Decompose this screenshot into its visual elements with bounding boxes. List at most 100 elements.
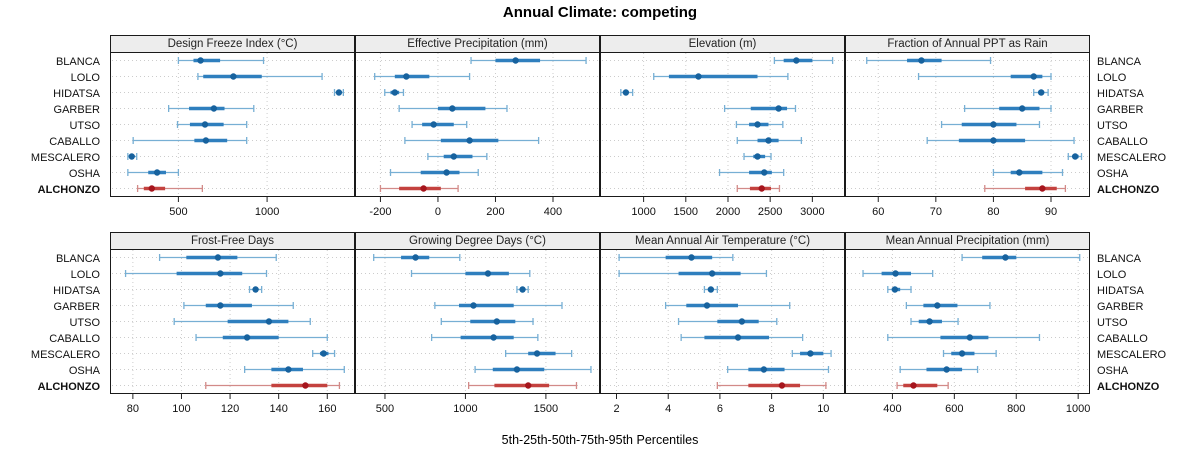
median-dot [302,382,309,389]
tick-label: 6 [717,403,723,415]
series-mescalero [791,350,832,357]
series-osha [127,169,180,176]
median-dot [754,153,761,160]
site-label-garber: GARBER [1097,301,1144,313]
median-dot [524,382,532,389]
site-label-hidatsa: HIDATSA [1097,285,1144,297]
panel-growing-degree-days [355,249,600,394]
tick-label: 1000 [631,206,655,218]
series-alchonzo [984,185,1067,192]
median-dot [443,169,450,176]
median-dot [493,318,501,325]
site-labels-right-bottom: BLANCA LOLO HIDATSA GARBER UTSO CABALLO MESCAL… [1091,249,1199,396]
tick-label: 2000 [716,206,740,218]
median-dot [197,57,204,64]
site-label-alchonzo: ALCHONZO [37,381,100,393]
tick-label: 1500 [534,403,558,415]
plot-area [602,250,843,393]
x-axis-elevation: 1000 1500 2000 2500 3000 [600,197,845,227]
series-blanca [158,254,277,261]
median-dot [707,286,715,293]
tick-label: 2500 [758,206,782,218]
median-dot [1016,169,1023,176]
series-alchonzo [467,382,578,389]
panel-header-design-freeze-index: Design Freeze Index (°C) [110,35,355,53]
series-lolo [862,270,934,277]
site-label-lolo: LOLO [1097,269,1127,281]
site-labels-right-top: BLANCA LOLO HIDATSA GARBER UTSO CABALLO MESCAL… [1091,52,1199,199]
tick-label: 1000 [255,206,279,218]
tick-label: 500 [169,206,187,218]
median-dot [450,153,457,160]
median-dot [252,286,259,293]
axis-ticks: 500 1000 [169,197,279,218]
x-axis-caption: 5th-25th-50th-75th-95th Percentiles [501,433,699,447]
tick-label: 1500 [674,206,698,218]
series-mescalero [743,153,772,160]
median-dot [201,121,209,128]
tick-label: 80 [987,206,999,218]
median-dot [230,73,237,80]
series-utso [940,121,1041,128]
site-label-caballo: CABALLO [1097,136,1148,148]
series-blanca [618,254,734,261]
site-label-utso: UTSO [69,317,100,329]
panel-header-growing-degree-days: Growing Degree Days (°C) [355,232,600,250]
x-axis-frost-free-days: 80 100 120 140 160 [110,394,355,424]
tick-label: 120 [221,403,239,415]
series-mescalero [1067,153,1083,160]
x-axis-growing-degree-days: 500 1000 1500 [355,394,600,424]
site-label-alchonzo: ALCHONZO [1097,381,1160,393]
series-alchonzo [896,382,949,389]
site-label-lolo: LOLO [70,269,100,281]
site-label-caballo: CABALLO [1097,333,1148,345]
series-osha [992,169,1064,176]
panel-mean-annual-precipitation [845,249,1090,394]
median-dot [688,254,695,261]
series-utso [173,318,311,325]
x-axis-fraction-ppt-rain: 60 70 80 90 [845,197,1090,227]
median-dot [761,169,768,176]
median-dot [708,270,716,277]
tick-label: 100 [172,403,190,415]
series-caballo [430,334,539,341]
plot-area [357,250,598,393]
series-caballo [736,137,803,144]
site-labels-left-top: BLANCA LOLO HIDATSA GARBER UTSO CABALLO MESCAL… [0,52,105,199]
median-dot [243,334,251,341]
median-dot [734,334,742,341]
median-dot [892,270,899,277]
median-dot [320,350,327,357]
series-utso [411,121,468,128]
site-label-blanca: BLANCA [1097,56,1142,68]
series-utso [910,318,959,325]
site-label-lolo: LOLO [70,72,100,84]
plot-area [112,53,353,196]
site-label-utso: UTSO [1097,317,1128,329]
axis-ticks: -200 0 200 400 [369,197,562,218]
median-dot [1038,89,1045,96]
site-label-osha: OSHA [68,365,100,377]
series-caballo [132,137,248,144]
series-hidatsa [703,286,718,293]
median-dot [513,366,521,373]
site-label-osha: OSHA [1097,168,1129,180]
tick-label: 1000 [1066,403,1090,415]
tick-label: 90 [1045,206,1057,218]
tick-label: 8 [769,403,775,415]
series-caballo [680,334,804,341]
series-utso [440,318,534,325]
panel-header-frost-free-days: Frost-Free Days [110,232,355,250]
x-axis-effective-precipitation: -200 0 200 400 [355,197,600,227]
median-dot [760,366,768,373]
median-dot [807,350,814,357]
median-dot [958,350,966,357]
median-dot [990,121,997,128]
series-lolo [197,73,323,80]
tick-label: 800 [1007,403,1025,415]
panel-header-fraction-ppt-rain: Fraction of Annual PPT as Rain [845,35,1090,53]
axis-ticks: 60 70 80 90 [872,197,1057,218]
median-dot [449,105,456,112]
x-axis-mean-annual-air-temperature: 2 4 6 8 10 [600,394,845,424]
axis-ticks: 400 600 800 1000 [883,394,1090,415]
